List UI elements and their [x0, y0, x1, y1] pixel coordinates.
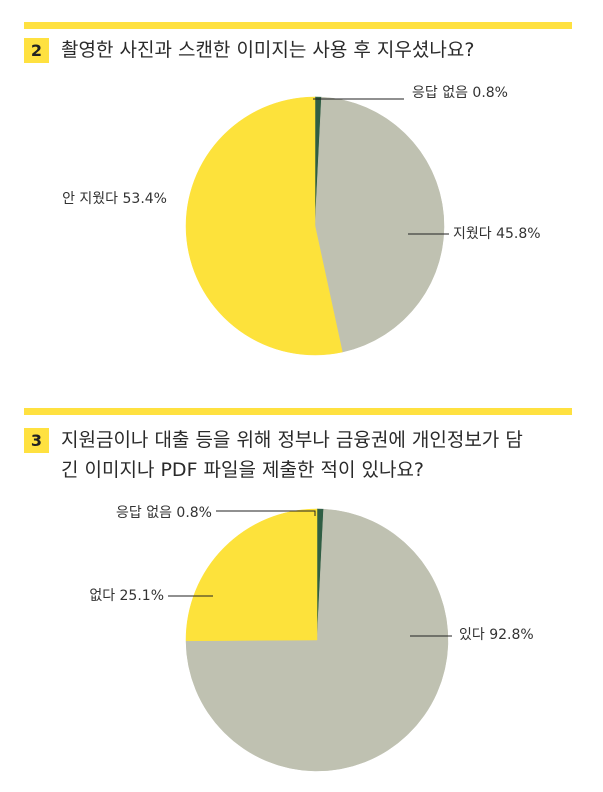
pie-slice — [185, 508, 318, 642]
question-text: 지원금이나 대출 등을 위해 정부나 금융권에 개인정보가 담 긴 이미지나 P… — [61, 429, 523, 481]
slice-label: 없다 25.1% — [89, 588, 164, 604]
question-2: 2 촬영한 사진과 스캔한 이미지는 사용 후 지우셨나요? — [24, 38, 474, 65]
question-number: 2 — [24, 38, 49, 63]
slice-label: 있다 92.8% — [459, 627, 534, 643]
section-divider-q3 — [24, 408, 572, 415]
pie-slice — [314, 96, 445, 353]
pie-slice — [185, 96, 343, 356]
slice-label: 지웠다 45.8% — [453, 226, 541, 242]
question-number: 3 — [24, 428, 49, 453]
leader-line — [216, 510, 316, 516]
question-text: 촬영한 사진과 스캔한 이미지는 사용 후 지우셨나요? — [61, 39, 475, 61]
section-divider-q2 — [24, 22, 572, 29]
slice-label: 응답 없음 0.8% — [116, 505, 212, 521]
question-3: 3 지원금이나 대출 등을 위해 정부나 금융권에 개인정보가 담 긴 이미지나… — [24, 428, 523, 485]
slice-label: 안 지웠다 53.4% — [62, 191, 167, 207]
slice-label: 응답 없음 0.8% — [412, 85, 508, 101]
pie-chart-q2: 응답 없음 0.8% 지웠다 45.8% 안 지웠다 53.4% — [62, 85, 541, 356]
